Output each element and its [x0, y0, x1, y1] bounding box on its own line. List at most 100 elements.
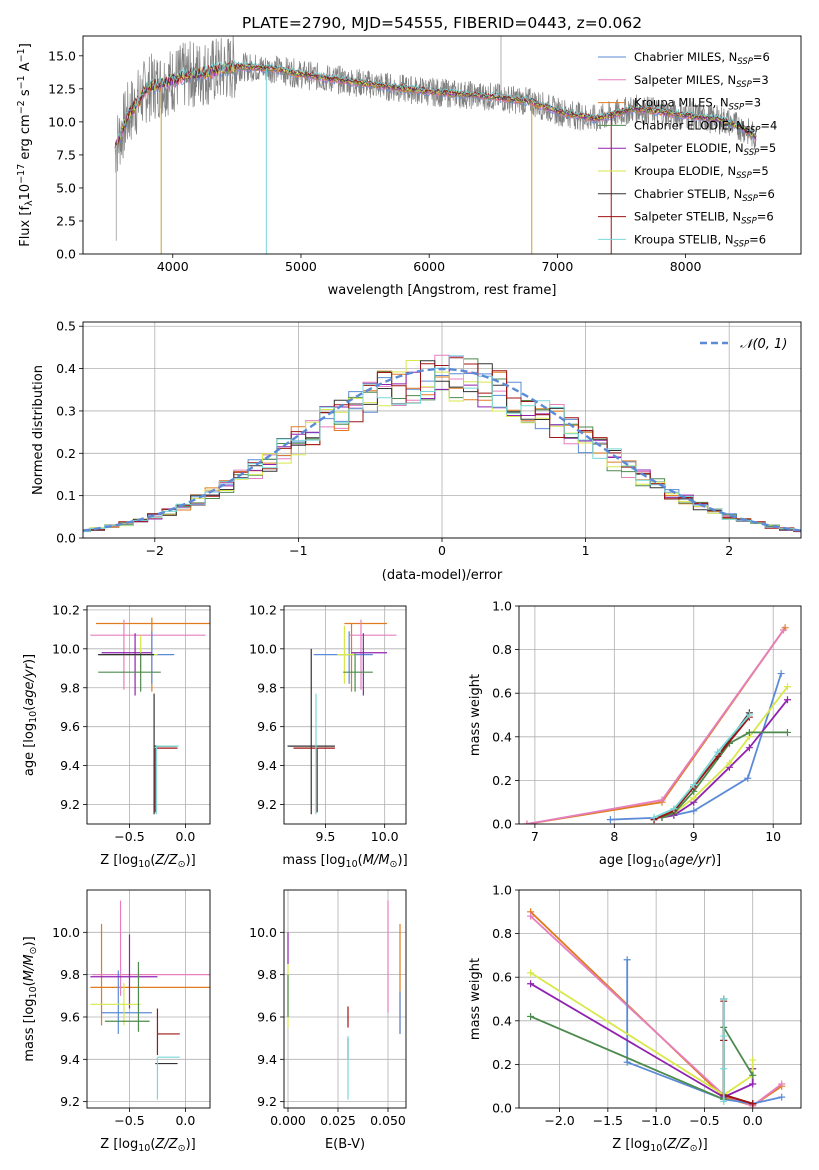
y-tick-label: 9.2	[257, 797, 277, 812]
age_vs_mass-points	[287, 619, 397, 815]
age_vs_Z-points	[90, 617, 210, 815]
x-tick-label: 6000	[413, 259, 445, 274]
y-tick-label: 0.0	[56, 247, 76, 262]
mass-vs-ebv-x-label: E(B-V)	[325, 1137, 365, 1152]
weight-point	[658, 796, 666, 804]
y-tick-label: 9.6	[60, 1009, 80, 1024]
y-tick-label: 0.5	[56, 319, 76, 334]
weight-point	[527, 980, 535, 988]
weight-point	[749, 1100, 757, 1108]
weight-point	[749, 1080, 757, 1088]
y-tick-label: 9.4	[60, 758, 80, 773]
weight-point	[690, 781, 698, 789]
weight-vs-Z-y-label: mass weight	[468, 958, 483, 1040]
x-tick-label: 0.000	[270, 1113, 306, 1128]
y-tick-label: 9.6	[257, 1009, 277, 1024]
y-tick-label: 10.2	[52, 602, 80, 617]
residuals-legend: 𝒩(0, 1)	[740, 337, 787, 352]
y-tick-label: 10.0	[48, 114, 76, 129]
y-tick-label: 10.2	[249, 602, 277, 617]
weight-point	[720, 1032, 728, 1040]
y-tick-label: 9.6	[60, 719, 80, 734]
y-tick-label: 9.4	[257, 758, 277, 773]
weight_vs_Z-axes: −2.0 −1.5 −1.0 −0.5 0.0 0.0 0.2 0.4 0.6 0.8 1.0	[492, 883, 801, 1128]
weight-series-line	[661, 686, 789, 819]
mass_vs_ebv-points	[287, 900, 401, 1100]
y-tick-label: 9.6	[257, 719, 277, 734]
y-tick-label: 0.1	[56, 488, 76, 503]
y-tick-label: 10.0	[52, 925, 80, 940]
spectrum-axes: 4000 5000 6000 7000 8000 0.0 2.5 5.0 7.5 10.0 12.5…	[48, 48, 701, 274]
x-tick-label: −0.5	[114, 829, 144, 844]
weight-series-line	[653, 714, 751, 819]
weight-series-line	[530, 982, 754, 1099]
y-tick-label: 9.2	[60, 1094, 80, 1109]
x-tick-label: 1	[582, 543, 590, 558]
spectrum-x-label: wavelength [Angstrom, rest frame]	[328, 283, 557, 298]
weight-point	[744, 774, 752, 782]
age_vs_Z-axes: −0.5 0.0 9.2 9.4 9.6 9.8 10.0 10.2	[52, 602, 210, 844]
normal-curve	[83, 367, 801, 532]
weight-vs-age-y-label: mass weight	[468, 674, 483, 756]
weight_vs_age-axes: 7 8 9 10 0.0 0.2 0.4 0.6 0.8 1.0	[492, 599, 801, 844]
y-tick-label: 15.0	[48, 48, 76, 63]
spectrum-legend: Chabrier MILES, NSSP=6 Salpeter MILES, NS…	[598, 50, 777, 249]
legend-entry: Salpeter ELODIE, NSSP=5	[634, 141, 776, 158]
x-tick-label: 7	[531, 829, 539, 844]
x-tick-label: 7000	[541, 259, 573, 274]
x-tick-label: 0.0	[175, 829, 195, 844]
weight-series-line	[661, 731, 788, 819]
y-tick-label: 5.0	[56, 180, 76, 195]
x-tick-label: 0.0	[175, 1113, 195, 1128]
weight_vs_Z-frame	[518, 889, 802, 1109]
x-tick-label: 9	[690, 829, 698, 844]
weight-point	[749, 1056, 757, 1064]
y-tick-label: 9.2	[60, 797, 80, 812]
y-tick-label: 1.0	[492, 599, 512, 614]
weight-point	[780, 626, 788, 634]
y-tick-label: 9.4	[60, 1052, 80, 1067]
y-tick-label: 7.5	[56, 147, 76, 162]
weight-point	[783, 728, 791, 736]
residuals-y-label: Normed distribution	[31, 365, 46, 495]
weight-point	[623, 1058, 631, 1066]
weight-point	[527, 1012, 535, 1020]
x-tick-label: 4000	[157, 259, 189, 274]
mass_vs_Z-axes: −0.5 0.0 9.2 9.4 9.6 9.8 10.0	[52, 890, 210, 1128]
mass_vs_Z-frame	[86, 889, 211, 1109]
spectrum-title: PLATE=2790, MJD=54555, FIBERID=0443, z=0…	[242, 14, 642, 32]
y-tick-label: 9.8	[60, 967, 80, 982]
weight-point	[623, 956, 631, 964]
y-tick-label: 0.4	[492, 1013, 512, 1028]
weight-point	[714, 748, 722, 756]
age_vs_mass-axes: 9.5 10.0 9.2 9.4 9.6 9.8 10.0 10.2	[249, 602, 406, 844]
weight-vs-age-x-label: age [log10(age/yr)]	[599, 853, 721, 870]
weight-series-line	[526, 629, 785, 824]
x-tick-label: 8000	[670, 259, 702, 274]
y-tick-label: 0.2	[492, 1057, 512, 1072]
residuals-frame	[82, 321, 802, 539]
weight-point	[777, 670, 785, 678]
legend-entry: Kroupa MILES, NSSP=3	[634, 96, 761, 113]
x-tick-label: 0.0	[743, 1113, 763, 1128]
y-tick-label: 10.0	[52, 641, 80, 656]
weight-point	[690, 807, 698, 815]
age-y-label: age [log10(age/yr)]	[22, 654, 39, 776]
legend-entry: Kroupa ELODIE, NSSP=5	[634, 164, 769, 181]
weight-point	[606, 816, 614, 824]
weight-point	[650, 813, 658, 821]
weight-series-line	[653, 712, 751, 821]
y-tick-label: 10.0	[249, 641, 277, 656]
weight-point	[783, 683, 791, 691]
y-tick-label: 0.2	[56, 446, 76, 461]
x-tick-label: −1.5	[593, 1113, 623, 1128]
weight-point	[690, 794, 698, 802]
legend-entry: Chabrier MILES, NSSP=6	[634, 50, 770, 67]
weight-point	[778, 1093, 786, 1101]
y-tick-label: 0.8	[492, 926, 512, 941]
spectrum-frame	[82, 35, 802, 255]
mass_vs_Z-points	[90, 900, 210, 1100]
y-tick-label: 9.8	[257, 967, 277, 982]
x-tick-label: −1.0	[641, 1113, 671, 1128]
y-tick-label: 10.0	[249, 925, 277, 940]
